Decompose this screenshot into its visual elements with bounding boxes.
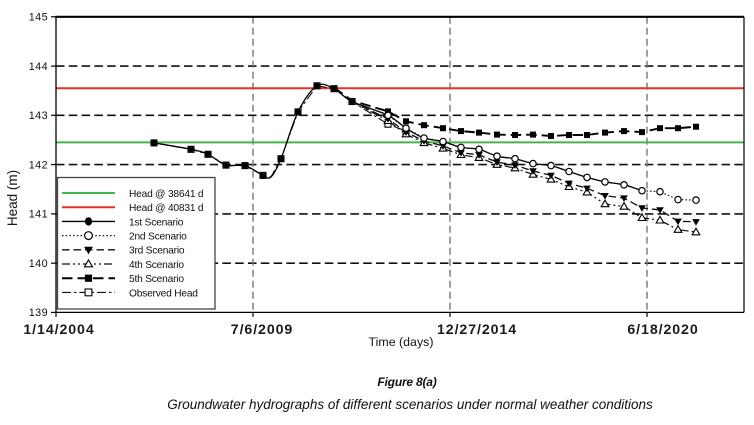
svg-text:Head @ 38641 d: Head @ 38641 d	[129, 189, 204, 200]
svg-text:144: 144	[29, 61, 48, 73]
svg-text:6/18/2020: 6/18/2020	[627, 322, 698, 338]
svg-text:142: 142	[29, 159, 48, 171]
svg-text:5th Scenario: 5th Scenario	[129, 274, 184, 285]
svg-text:7/6/2009: 7/6/2009	[231, 322, 293, 338]
svg-text:3rd Scenario: 3rd Scenario	[129, 246, 185, 257]
svg-text:Observed Head: Observed Head	[129, 288, 198, 299]
svg-text:140: 140	[29, 258, 48, 270]
svg-text:141: 141	[29, 209, 48, 221]
svg-text:Head @ 40831 d: Head @ 40831 d	[129, 203, 204, 214]
svg-text:143: 143	[29, 110, 48, 122]
svg-text:1st Scenario: 1st Scenario	[129, 217, 184, 228]
svg-text:12/27/2014: 12/27/2014	[437, 322, 517, 338]
svg-text:1/14/2004: 1/14/2004	[23, 322, 94, 338]
svg-text:145: 145	[29, 12, 48, 24]
svg-text:Figure 8(a): Figure 8(a)	[377, 375, 436, 389]
svg-text:Head (m): Head (m)	[5, 170, 20, 226]
svg-text:2nd Scenario: 2nd Scenario	[129, 232, 187, 243]
svg-text:4th Scenario: 4th Scenario	[129, 260, 184, 271]
svg-text:139: 139	[29, 307, 48, 319]
svg-text:Groundwater hydrographs of dif: Groundwater hydrographs of different sce…	[167, 397, 653, 412]
svg-text:Time (days): Time (days)	[369, 335, 434, 349]
